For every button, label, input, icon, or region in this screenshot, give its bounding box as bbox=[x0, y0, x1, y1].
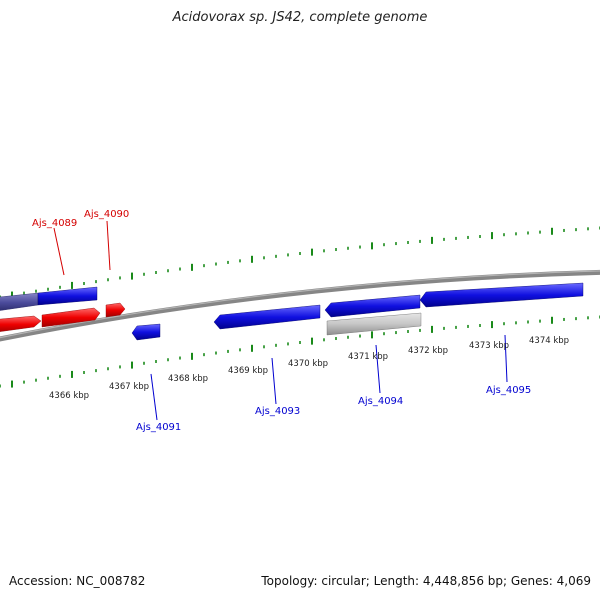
scale-label: 4369 kbp bbox=[228, 366, 268, 376]
genome-backbone-highlight bbox=[0, 270, 600, 339]
scale-label: 4373 kbp bbox=[469, 341, 509, 351]
scale-label: 4371 kbp bbox=[348, 352, 388, 362]
gene-arrow-ajs-4093[interactable] bbox=[213, 304, 321, 330]
genome-backbone bbox=[0, 269, 600, 342]
gene-arrow-ajs-4094[interactable] bbox=[324, 294, 421, 318]
gene-arrow-ajs-4090[interactable] bbox=[105, 302, 126, 318]
gene-label-ajs-4094[interactable]: Ajs_4094 bbox=[358, 396, 403, 407]
scale-label: 4367 kbp bbox=[109, 382, 149, 392]
leader-line-ajs-4094 bbox=[375, 344, 381, 394]
leader-line-ajs-4095 bbox=[504, 334, 508, 383]
gene-arrow[interactable] bbox=[0, 315, 42, 333]
gene-label-ajs-4091[interactable]: Ajs_4091 bbox=[136, 422, 181, 433]
accession-label: Accession: NC_008782 bbox=[9, 574, 146, 588]
scale-label: 4368 kbp bbox=[168, 374, 208, 384]
scale-label: 4370 kbp bbox=[288, 359, 328, 369]
gene-arrow-other[interactable] bbox=[326, 312, 422, 336]
scale-label: 4372 kbp bbox=[408, 346, 448, 356]
leader-line-ajs-4090 bbox=[106, 220, 111, 271]
gene-label-ajs-4089[interactable]: Ajs_4089 bbox=[32, 218, 77, 229]
gene-arrow[interactable] bbox=[41, 307, 101, 328]
gene-label-ajs-4090[interactable]: Ajs_4090 bbox=[84, 209, 129, 220]
map-title: Acidovorax sp. JS42, complete genome bbox=[172, 10, 428, 25]
leader-line-ajs-4093 bbox=[271, 357, 277, 405]
gene-label-ajs-4093[interactable]: Ajs_4093 bbox=[255, 406, 300, 417]
gene-arrow-ajs-4091[interactable] bbox=[131, 323, 161, 341]
leader-line-ajs-4089 bbox=[53, 227, 65, 276]
forward-scale-ticks bbox=[0, 226, 600, 299]
genome-summary: Topology: circular; Length: 4,448,856 bp… bbox=[261, 574, 591, 588]
gene-arrow-ajs-4095[interactable] bbox=[419, 282, 584, 308]
gene-label-ajs-4095[interactable]: Ajs_4095 bbox=[486, 385, 531, 396]
leader-line-ajs-4091 bbox=[150, 373, 158, 421]
scale-label: 4366 kbp bbox=[49, 391, 89, 401]
scale-label: 4374 kbp bbox=[529, 336, 569, 346]
gene-arrow-highlight[interactable] bbox=[0, 292, 39, 312]
reverse-scale-ticks bbox=[0, 315, 600, 388]
gene-arrow[interactable] bbox=[37, 286, 98, 306]
